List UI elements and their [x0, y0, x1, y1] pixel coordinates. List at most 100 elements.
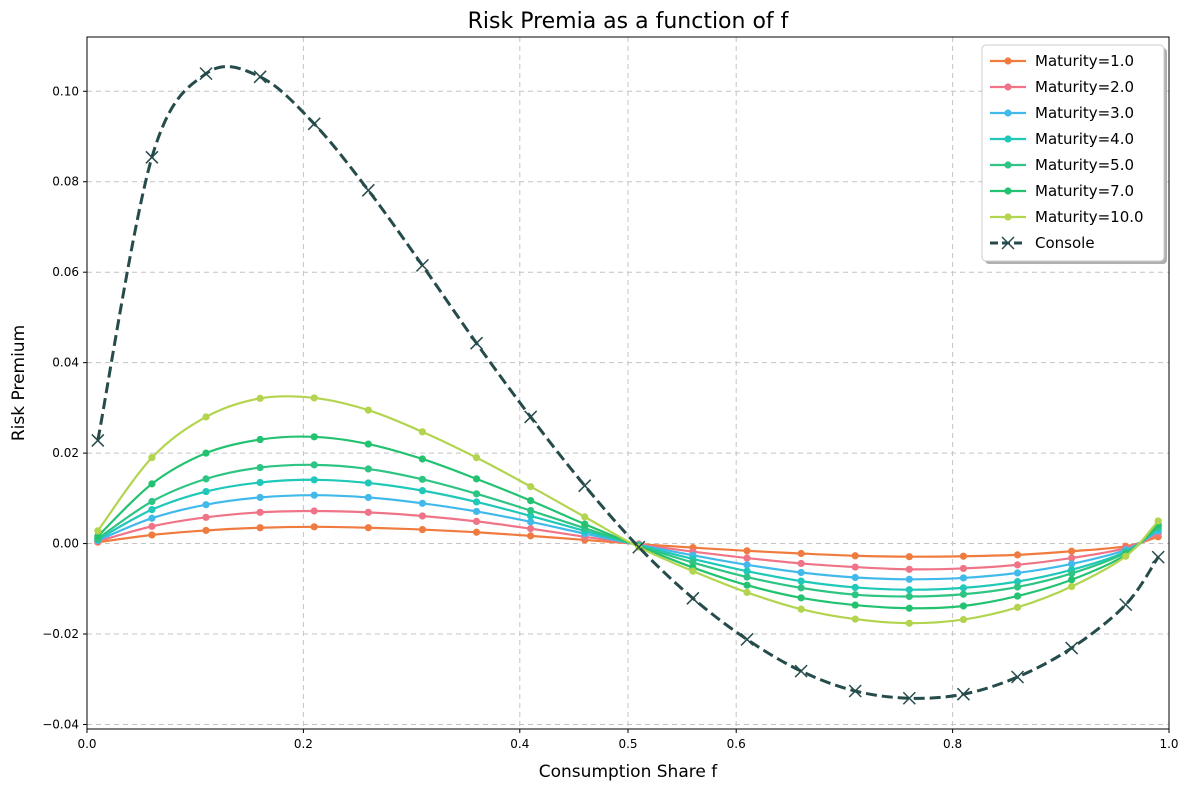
data-point: [1013, 603, 1022, 611]
data-point: [527, 518, 535, 526]
data-point: [527, 506, 535, 515]
data-point: [851, 615, 859, 623]
data-point: [905, 619, 913, 627]
data-point: [256, 394, 264, 402]
data-point: [253, 70, 267, 84]
data-point: [472, 498, 481, 506]
data-point: [905, 565, 913, 573]
legend-label: Maturity=4.0: [1035, 130, 1134, 148]
data-point: [743, 567, 751, 575]
data-point: [364, 465, 372, 473]
x-tick-label: 0.5: [618, 737, 637, 751]
x-axis-label: Consumption Share f: [539, 762, 718, 782]
legend-item: Maturity=3.0: [990, 104, 1134, 122]
legend-label: Maturity=10.0: [1035, 208, 1144, 226]
data-point: [848, 684, 862, 698]
data-point: [364, 479, 372, 487]
x-tick-label: 0.2: [294, 737, 313, 751]
data-point: [418, 512, 427, 520]
data-point: [364, 440, 372, 448]
y-tick-label: −0.04: [42, 717, 79, 731]
legend: Maturity=1.0 Maturity=2.0 Maturity=3.0 Matu…: [981, 44, 1167, 264]
data-point: [361, 183, 375, 197]
data-point: [1122, 552, 1130, 560]
series-maturity-10-0: [94, 394, 1162, 627]
data-point: [851, 552, 859, 560]
data-point: [905, 575, 913, 583]
y-axis: −0.04 −0.02 0.00 0.02 0.04 0.06 0.08 0.10: [42, 84, 87, 731]
data-point: [310, 507, 318, 515]
data-point: [364, 493, 372, 502]
data-point: [1013, 592, 1022, 600]
data-point: [418, 525, 427, 534]
data-point: [905, 604, 913, 612]
data-point: [1010, 670, 1025, 684]
series-line: [97, 463, 1159, 598]
data-point: [743, 573, 751, 581]
x-tick-label: 0.4: [510, 737, 529, 751]
data-point: [202, 487, 210, 496]
x-tick-label: 0.8: [943, 737, 962, 751]
data-point: [851, 591, 859, 599]
data-point: [794, 664, 808, 678]
data-point: [1068, 560, 1076, 568]
y-tick-label: 0.04: [52, 356, 79, 370]
data-point: [310, 491, 318, 499]
data-point: [689, 567, 697, 575]
data-point: [148, 497, 156, 506]
data-point: [959, 564, 968, 573]
y-tick-label: 0.06: [52, 265, 79, 279]
data-point: [632, 540, 646, 554]
data-point: [148, 480, 156, 488]
data-point: [202, 449, 210, 457]
data-point: [959, 615, 968, 624]
data-point: [851, 583, 859, 592]
data-point: [1068, 547, 1076, 555]
data-point: [905, 592, 913, 601]
data-point: [472, 507, 481, 516]
y-tick-label: 0.00: [52, 537, 79, 551]
data-point: [905, 553, 913, 561]
data-point: [202, 501, 210, 509]
x-axis: 0.0 0.2 0.4 0.5 0.6 0.8 1.0: [77, 729, 1179, 751]
data-point: [959, 574, 968, 582]
plot-area: [91, 65, 1165, 705]
data-point: [472, 490, 481, 498]
data-point: [1154, 517, 1162, 525]
data-point: [797, 577, 805, 585]
data-point: [202, 513, 210, 521]
x-tick-label: 0.6: [727, 737, 746, 751]
y-tick-label: −0.02: [42, 627, 79, 641]
legend-item: Maturity=1.0: [990, 52, 1134, 70]
data-point: [256, 463, 264, 472]
data-point: [310, 433, 318, 441]
data-point: [145, 150, 159, 164]
data-point: [527, 532, 535, 540]
y-tick-label: 0.02: [52, 446, 79, 460]
data-point: [256, 478, 264, 487]
data-point: [202, 475, 210, 483]
data-point: [1151, 550, 1165, 564]
data-point: [1068, 554, 1076, 562]
data-point: [743, 581, 751, 589]
series-line: [96, 65, 1160, 700]
data-point: [959, 590, 968, 598]
data-point: [578, 479, 592, 493]
y-tick-label: 0.10: [52, 84, 79, 98]
y-axis-label: Risk Premium: [9, 325, 29, 441]
x-tick-label: 1.0: [1159, 737, 1178, 751]
data-point: [1068, 582, 1076, 591]
data-point: [310, 461, 318, 469]
data-point: [472, 454, 481, 462]
data-point: [797, 568, 805, 577]
data-point: [472, 528, 481, 536]
data-point: [797, 594, 805, 602]
data-point: [148, 506, 156, 514]
data-point: [418, 487, 427, 495]
data-point: [527, 512, 535, 520]
data-point: [307, 117, 321, 131]
data-point: [581, 520, 589, 528]
data-point: [418, 475, 427, 483]
legend-item: Maturity=10.0: [990, 208, 1144, 226]
legend-item: Console: [990, 234, 1095, 252]
